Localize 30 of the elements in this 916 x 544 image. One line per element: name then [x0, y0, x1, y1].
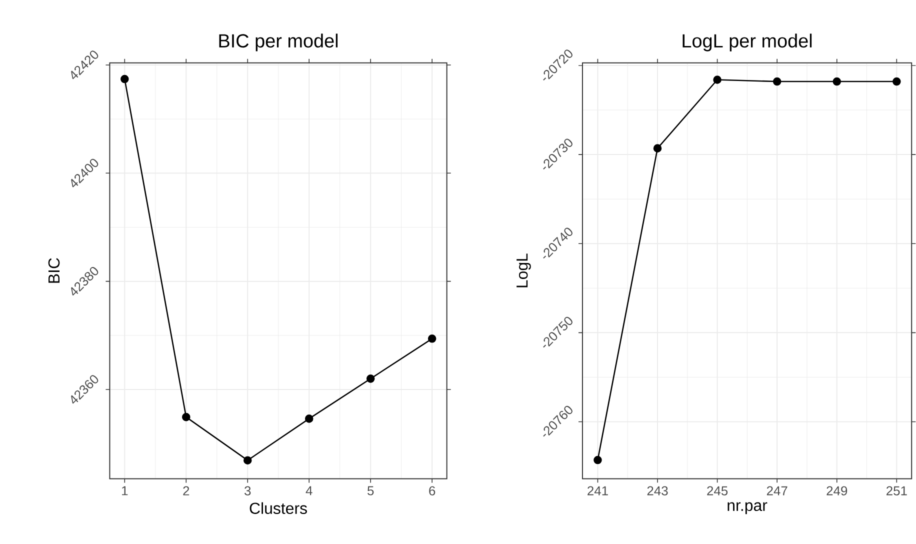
x-tick-label: 5 [368, 486, 374, 496]
y-axis-title: LogL [516, 254, 531, 288]
x-tick-label: 1 [122, 486, 128, 496]
point [182, 413, 190, 422]
point [428, 334, 436, 344]
x-tick-label: 4 [306, 486, 312, 496]
point [772, 78, 782, 86]
x-tick-label: 243 [647, 486, 668, 496]
point [832, 78, 842, 86]
point [120, 75, 129, 84]
x-tick-label: 249 [826, 486, 848, 496]
chart-title: BIC per model [219, 34, 338, 52]
point [304, 414, 314, 424]
y-axis-title: BIC [48, 258, 60, 283]
x-axis-title: nr.par [728, 502, 768, 514]
x-tick-label: 3 [244, 486, 251, 496]
x-tick-label: 6 [429, 486, 436, 496]
chart-title: LogL per model [682, 34, 812, 52]
x-axis-title: Clusters [250, 502, 307, 514]
point [653, 144, 662, 153]
point [594, 456, 602, 464]
x-tick-label: 245 [707, 486, 728, 496]
point [243, 456, 252, 465]
x-tick-label: 251 [886, 486, 907, 496]
point [713, 76, 722, 84]
x-tick-label: 241 [588, 486, 608, 496]
x-tick-label: 2 [183, 486, 190, 496]
point [892, 78, 901, 86]
point [366, 374, 375, 384]
x-tick-label: 247 [766, 486, 788, 496]
